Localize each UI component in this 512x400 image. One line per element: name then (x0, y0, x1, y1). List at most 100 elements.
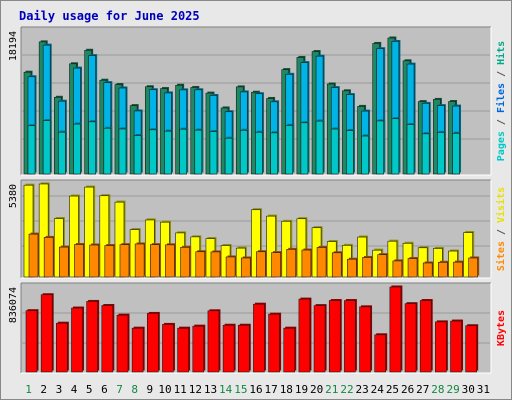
x-label-day-11: 11 (174, 383, 187, 396)
bar-sites-day-15 (240, 257, 251, 278)
x-label-day-24: 24 (371, 383, 385, 396)
bar-sites-day-4 (74, 244, 84, 278)
bar-sites-day-10 (165, 244, 175, 278)
bar-sites-day-12 (195, 251, 206, 278)
series-label-part: Visits (495, 187, 507, 223)
bar-pages-day-26 (406, 124, 415, 175)
x-label-day-3: 3 (56, 383, 63, 396)
bar-pages-day-9 (148, 129, 157, 175)
bar-kbytes-day-13 (207, 310, 220, 373)
bar-kbytes-day-27 (419, 300, 432, 373)
bar-pages-day-13 (209, 131, 218, 175)
bar-visits-day-1 (23, 184, 34, 278)
bar-pages-day-21 (330, 128, 339, 175)
bar-sites-day-28 (438, 262, 448, 278)
bar-kbytes-day-26 (404, 303, 417, 373)
bar-pages-day-4 (73, 123, 81, 175)
bar-kbytes-day-10 (162, 324, 174, 373)
bar-sites-day-20 (316, 247, 327, 278)
bar-sites-day-18 (286, 249, 297, 278)
bar-kbytes-day-15 (237, 324, 250, 373)
chart-title: Daily usage for June 2025 (19, 9, 200, 23)
x-label-day-28: 28 (431, 383, 444, 396)
bar-kbytes-day-24 (374, 334, 387, 373)
bar-kbytes-day-5 (86, 301, 98, 373)
bar-sites-day-6 (104, 245, 115, 278)
bar-sites-day-17 (271, 252, 281, 278)
x-label-day-13: 13 (204, 383, 217, 396)
bar-visits-day-17 (266, 215, 276, 278)
x-axis-labels: 1 2 3 4 5 6 7 8 9 10 11 12 13 14 15 16 17 18 19 20 21 22 23 24 2… (25, 383, 490, 396)
x-label-day-20: 20 (310, 383, 323, 396)
bar-sites-day-26 (407, 258, 418, 278)
bar-kbytes-day-30 (465, 325, 477, 373)
bar-pages-day-18 (285, 125, 294, 175)
panel-series-label: KBytes (496, 310, 507, 346)
bar-sites-day-22 (347, 258, 357, 278)
bar-visits-day-4 (69, 195, 79, 278)
x-label-day-30: 30 (462, 383, 475, 396)
x-label-day-15: 15 (234, 383, 247, 396)
x-label-day-23: 23 (356, 383, 369, 396)
x-label-day-31: 31 (477, 383, 490, 396)
series-kbytes (25, 285, 479, 373)
bar-kbytes-day-17 (268, 313, 280, 373)
x-label-day-27: 27 (416, 383, 429, 396)
chart-panels: 18194 Pages / Files / Hits 5380 Sites / Vis… (8, 26, 507, 374)
bar-pages-day-2 (42, 120, 51, 175)
panel-series-label: Sites / Visits (495, 187, 507, 271)
bar-sites-day-3 (59, 246, 69, 278)
bar-pages-day-3 (58, 131, 66, 175)
series-label-part: Sites (495, 241, 507, 271)
bar-kbytes-day-25 (389, 286, 402, 373)
bar-sites-day-27 (422, 262, 433, 278)
bar-pages-day-14 (224, 137, 233, 175)
bar-pages-day-19 (300, 122, 309, 175)
panel-max-label: 5380 (8, 184, 19, 208)
bar-sites-day-19 (301, 249, 312, 278)
x-label-day-29: 29 (446, 383, 459, 396)
bar-sites-day-11 (180, 246, 190, 278)
bar-sites-day-23 (362, 257, 372, 278)
bar-pages-day-23 (361, 135, 369, 175)
bar-pages-day-15 (239, 129, 248, 175)
bar-kbytes-day-1 (25, 310, 38, 373)
bar-sites-day-30 (468, 257, 478, 278)
bar-kbytes-day-2 (40, 294, 53, 373)
bar-sites-day-29 (453, 261, 463, 278)
series-sites (28, 232, 480, 278)
bar-kbytes-day-4 (71, 307, 83, 373)
bar-pages-day-27 (421, 133, 430, 175)
series-label-part: Files (495, 83, 507, 113)
bar-pages-day-11 (179, 128, 187, 175)
bar-pages-day-28 (437, 132, 445, 175)
x-label-day-17: 17 (265, 383, 278, 396)
x-label-day-19: 19 (295, 383, 308, 396)
bar-sites-day-16 (256, 251, 266, 278)
bar-sites-day-25 (392, 260, 403, 278)
series-label-part: / (496, 65, 507, 83)
bar-visits-day-7 (114, 201, 125, 278)
bar-pages-day-22 (346, 130, 354, 175)
bar-pages-day-7 (118, 128, 127, 175)
panel-hits-files-pages: 18194 Pages / Files / Hits (8, 26, 507, 176)
bar-sites-day-1 (28, 233, 39, 278)
bar-visits-day-6 (99, 195, 110, 278)
panel-visits-sites: 5380 Sites / Visits (8, 179, 507, 279)
x-label-day-12: 12 (189, 383, 202, 396)
x-label-day-9: 9 (147, 383, 154, 396)
bar-kbytes-day-19 (298, 298, 311, 373)
x-label-day-22: 22 (340, 383, 353, 396)
series-label-part: / (496, 223, 507, 241)
series-label-part: Hits (495, 41, 507, 65)
x-label-day-21: 21 (325, 383, 338, 396)
bar-pages-day-6 (103, 127, 112, 175)
bar-visits-day-5 (84, 186, 94, 278)
bar-kbytes-day-14 (222, 324, 235, 373)
bar-pages-day-12 (194, 129, 203, 175)
x-label-day-18: 18 (280, 383, 293, 396)
bar-kbytes-day-3 (56, 322, 68, 373)
bar-kbytes-day-20 (313, 305, 326, 373)
bar-kbytes-day-29 (450, 320, 462, 373)
